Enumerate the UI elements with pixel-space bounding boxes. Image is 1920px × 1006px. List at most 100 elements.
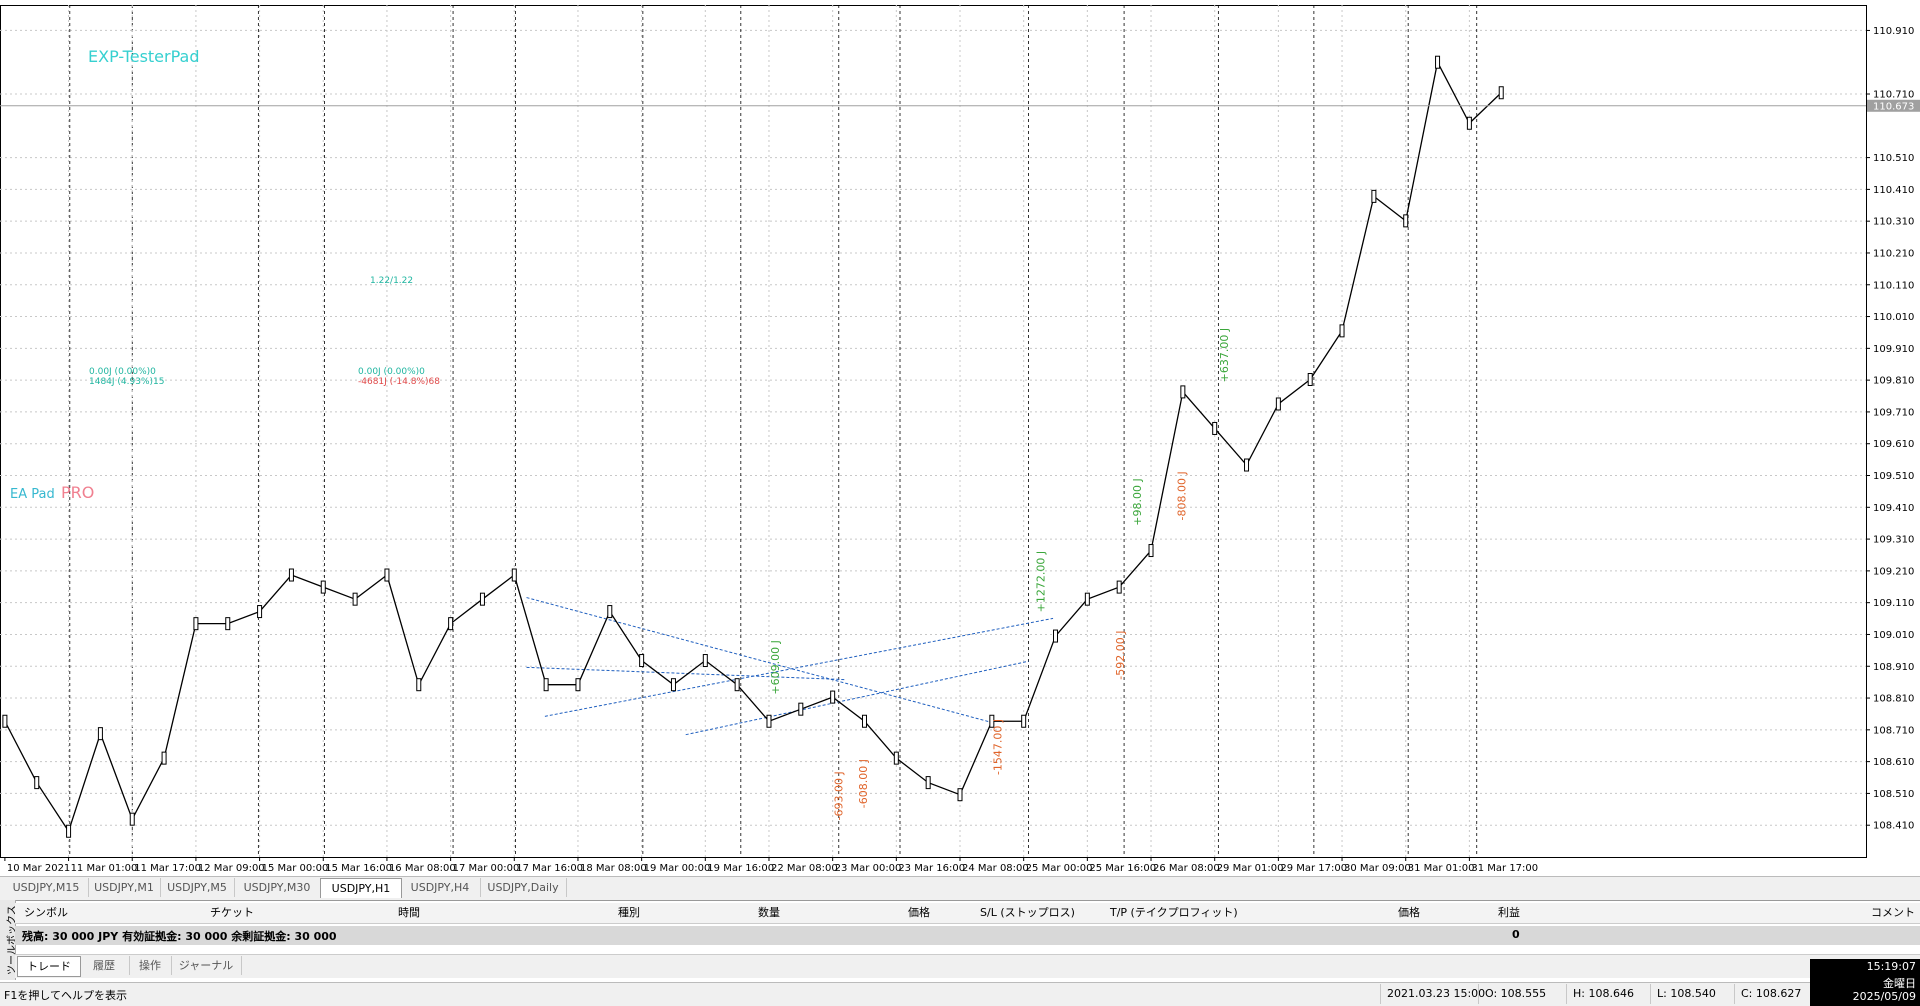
x-tick-label: 16 Mar 08:00 <box>389 863 456 874</box>
sell-stat: -4681J (-14.8%)68 <box>358 377 440 387</box>
x-tick-label: 22 Mar 08:00 <box>771 863 838 874</box>
status-field: O: 108.555 <box>1478 984 1546 1004</box>
price-bar <box>607 605 613 619</box>
timeframe-tab[interactable]: USDJPY,H1 <box>320 878 402 898</box>
x-tick-label: 25 Mar 00:00 <box>1026 863 1093 874</box>
timeframe-tab[interactable]: USDJPY,M15 <box>4 878 89 897</box>
price-bar <box>543 678 549 692</box>
x-tick-label: 12 Mar 09:00 <box>198 863 265 874</box>
y-tick-label: 110.710 <box>1873 90 1914 101</box>
x-tick-label: 30 Mar 09:00 <box>1344 863 1411 874</box>
y-tick-label: 109.610 <box>1873 439 1914 450</box>
price-bar <box>352 592 358 606</box>
x-tick-label: 10 Mar 2021 <box>7 863 70 874</box>
price-bar <box>1148 544 1154 558</box>
y-tick-label: 108.510 <box>1873 789 1914 800</box>
table-header-cell[interactable]: 種別 <box>618 906 640 919</box>
table-header-cell[interactable]: T/P (テイクプロフィット) <box>1110 906 1238 919</box>
price-bar <box>2 714 8 728</box>
table-header-cell[interactable]: 利益 <box>1498 906 1520 919</box>
price-bar <box>1498 86 1504 100</box>
trade-label: -808.00 J <box>1175 471 1188 520</box>
price-bar <box>225 617 231 631</box>
bottom-tabs-bar <box>15 954 1920 978</box>
current-price-label: 110.673 <box>1873 101 1914 112</box>
price-bar <box>97 727 103 741</box>
clock-day: 金曜日 <box>1883 977 1916 990</box>
x-tick-label: 29 Mar 17:00 <box>1280 863 1347 874</box>
brand-ea: EA Pad <box>10 487 55 502</box>
trade-label: +637.00 J <box>1218 328 1231 382</box>
price-bar <box>989 714 995 728</box>
x-tick-label: 15 Mar 00:00 <box>262 863 329 874</box>
status-help: F1を押してヘルプを表示 <box>4 989 127 1002</box>
timeframe-tab[interactable]: USDJPY,M1 <box>88 878 161 897</box>
y-tick-label: 108.410 <box>1873 821 1914 832</box>
status-field: L: 108.540 <box>1650 984 1716 1004</box>
x-tick-label: 29 Mar 01:00 <box>1217 863 1284 874</box>
timeframe-tab[interactable]: USDJPY,Daily <box>480 878 567 897</box>
price-bar <box>1116 580 1122 594</box>
price-bar <box>34 776 40 790</box>
y-tick-label: 110.010 <box>1873 312 1914 323</box>
table-header-cell[interactable]: シンボル <box>24 906 68 919</box>
price-bar <box>416 678 422 692</box>
clock-time: 15:19:07 <box>1866 960 1916 973</box>
price-bar <box>1053 629 1059 643</box>
toolbox-tab[interactable]: ジャーナル <box>171 956 242 975</box>
x-tick-label: 24 Mar 08:00 <box>962 863 1029 874</box>
status-bar <box>0 982 1920 1006</box>
y-tick-label: 109.810 <box>1873 376 1914 387</box>
price-bar <box>639 654 645 668</box>
table-header-cell[interactable]: コメント <box>1871 906 1915 919</box>
table-header-cell[interactable]: 数量 <box>758 906 780 919</box>
price-bar <box>893 751 899 765</box>
chart: 110.910 110.710 110.510 110.410 110.310 110.2… <box>0 5 1920 874</box>
trade-link <box>526 597 992 723</box>
y-tick-label: 109.110 <box>1873 598 1914 609</box>
y-tick-label: 108.610 <box>1873 757 1914 768</box>
y-tick-label: 109.410 <box>1873 503 1914 514</box>
price-bar <box>830 690 836 704</box>
clock-box <box>1810 959 1920 1006</box>
timeframe-tab[interactable]: USDJPY,H4 <box>400 878 481 897</box>
balance-profit: 0 <box>1512 928 1520 941</box>
price-bar <box>1435 55 1441 69</box>
price-bar <box>129 812 135 826</box>
x-tick-label: 19 Mar 16:00 <box>707 863 774 874</box>
brand-pro: PRO <box>61 483 94 502</box>
clock-date: 2025/05/09 <box>1852 990 1916 1003</box>
timeframe-tab[interactable]: USDJPY,M30 <box>234 878 321 897</box>
trade-label: -608.00 J <box>857 759 870 808</box>
table-header-cell[interactable]: 価格 <box>908 906 930 919</box>
toolbox-tab[interactable]: トレード <box>17 956 81 977</box>
y-tick-label: 110.910 <box>1873 26 1914 37</box>
pad-title: EXP-TesterPad <box>88 47 200 66</box>
current-price-box <box>1867 99 1920 112</box>
table-header-cell[interactable]: 価格 <box>1398 906 1420 919</box>
price-bar <box>1275 397 1281 411</box>
table-header <box>15 903 1920 924</box>
trade-label: -1547.00 J <box>992 719 1005 775</box>
timeframe-tab[interactable]: USDJPY,M5 <box>160 878 235 897</box>
balance-row <box>15 926 1920 945</box>
table-header-cell[interactable]: 時間 <box>398 906 420 919</box>
price-bar <box>925 776 931 790</box>
y-tick-label: 108.910 <box>1873 662 1914 673</box>
price-bar <box>1212 421 1218 435</box>
table-header-cell[interactable]: チケット <box>210 906 254 919</box>
trade-label: -693.00 J <box>832 771 845 820</box>
toolbox-tab[interactable]: 操作 <box>129 956 172 975</box>
price-bar <box>288 568 294 582</box>
y-tick-label: 109.010 <box>1873 630 1914 641</box>
trade-link <box>685 660 1029 736</box>
trade-link <box>544 617 1054 717</box>
toolbox-tab[interactable]: 履歴 <box>79 956 130 975</box>
table-header-cell[interactable]: S/L (ストップロス) <box>980 906 1075 919</box>
status-field: C: 108.627 <box>1734 984 1801 1004</box>
y-tick-label: 109.510 <box>1873 471 1914 482</box>
y-tick-label: 109.910 <box>1873 344 1914 355</box>
x-tick-label: 18 Mar 08:00 <box>580 863 647 874</box>
price-bar <box>448 617 454 631</box>
